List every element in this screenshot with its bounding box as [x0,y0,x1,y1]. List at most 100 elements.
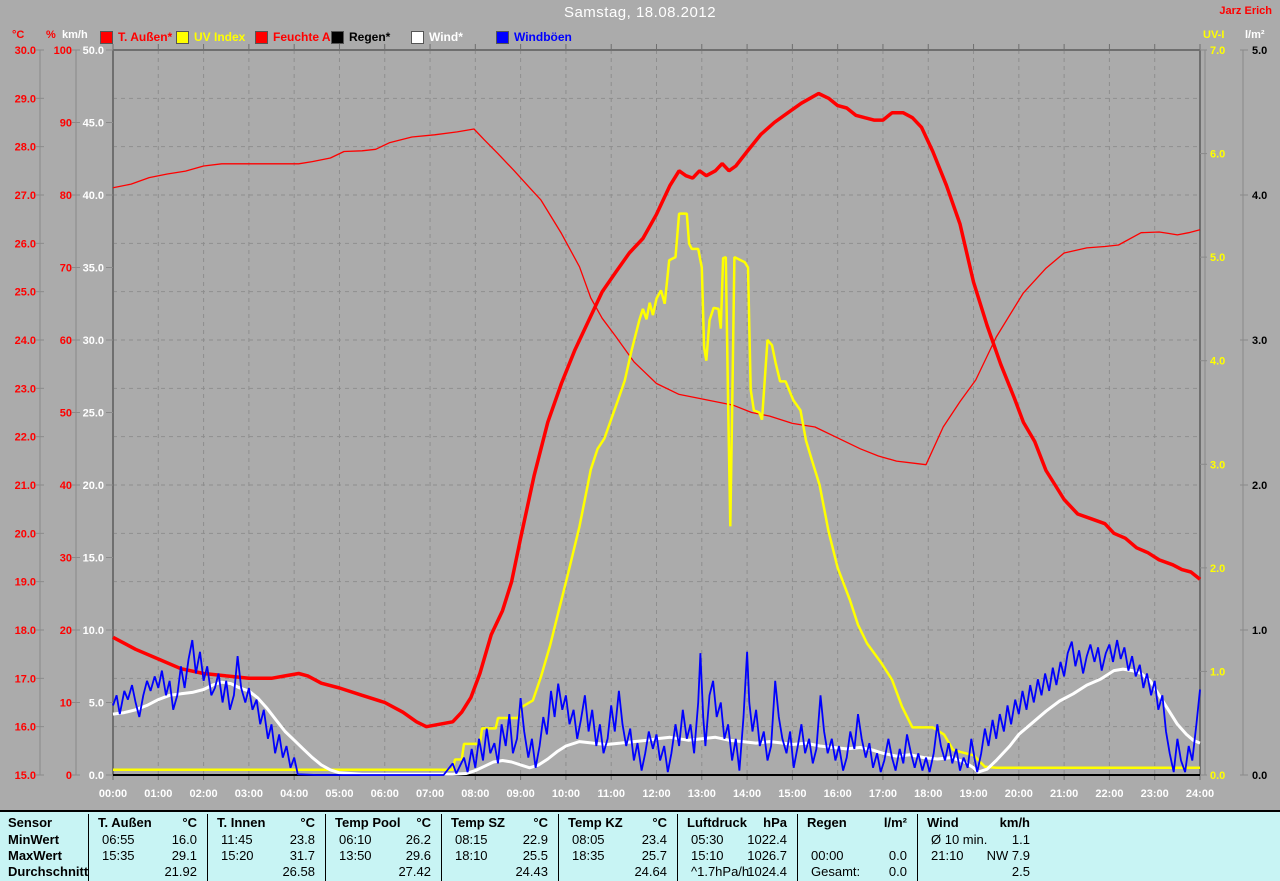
table-cell-value: 23.4 [641,832,667,847]
table-cell-value: 1026.7 [747,848,787,863]
table-cell-value: 0.0 [888,848,907,863]
axis-tick-label: 15.0 [15,770,36,782]
axis-tick-label: 25.0 [83,408,104,420]
legend-item: UV Index [176,30,245,44]
table-separator [797,814,798,881]
axis-unit-label: UV-I [1203,29,1225,41]
table-cell-value: 26.2 [405,832,431,847]
series-uv-index [113,212,1200,772]
table-cell-time: 00:00 [811,848,844,863]
table-sensor-name: Temp KZ [568,815,623,830]
table-sensor-name: Regen [807,815,847,830]
x-axis-label: 04:00 [280,788,308,800]
table-sensor-name: Temp Pool [335,815,401,830]
x-axis-label: 19:00 [959,788,987,800]
table-sensor-unit: °C [416,815,431,830]
axis-tick-label: 29.0 [15,93,36,105]
table-cell-time: 15:35 [102,848,135,863]
legend-item-label: UV Index [194,30,246,44]
table-cell-time: 11:45 [221,832,253,847]
axis-tick-label: 0.0 [1210,770,1225,782]
axis-tick-label: 20.0 [83,480,104,492]
table-cell-time: 18:10 [455,848,488,863]
legend-item: Regen* [331,30,390,44]
axis-tick-label: 3.0 [1210,459,1225,471]
series-wind [112,667,1201,776]
axis-tick-label: 60 [60,335,72,347]
axis-tick-label: 50.0 [83,45,104,57]
table-cell-time: 08:15 [455,832,488,847]
table-cell-value: 1022.4 [747,832,787,847]
legend-item-label: T. Außen* [118,30,173,44]
x-axis-label: 13:00 [688,788,716,800]
table-separator [917,814,918,881]
axis-tick-label: 80 [60,190,72,202]
axis-tick-label: 1.0 [1210,666,1225,678]
table-row-label: MinWert [8,832,60,847]
axis-tick-label: 4.0 [1210,356,1225,368]
table-row-label: Sensor [8,815,53,830]
x-axis-label: 12:00 [642,788,670,800]
series-t-au-en [112,91,1202,729]
table-sensor-unit: hPa [763,815,787,830]
legend-swatch-icon [331,30,344,44]
legend-item-label: Windböen [514,30,572,44]
axis-tick-label: 5.0 [1210,252,1225,264]
axis-tick-label: 0.0 [89,770,104,782]
x-axis-label: 07:00 [416,788,444,800]
x-axis-label: 00:00 [99,788,127,800]
axis-tick-label: 1.0 [1252,625,1267,637]
axis-tick-label: 18.0 [15,625,36,637]
table-sensor-unit: l/m² [883,815,907,830]
axis-tick-label: 24.0 [15,335,36,347]
table-sensor-name: Temp SZ [451,815,505,830]
axis-tick-label: 16.0 [15,722,36,734]
table-cell-value: 23.8 [289,832,315,847]
axis-tick-label: 26.0 [15,238,36,250]
axis-unit-label: % [46,29,56,41]
x-axis-label: 22:00 [1095,788,1123,800]
axis-tick-label: 6.0 [1210,149,1225,161]
table-cell-time: 05:30 [691,832,724,847]
table-sensor-name: T. Außen [98,815,152,830]
legend-swatch-icon [411,30,424,44]
axis-tick-label: 100 [54,45,72,57]
axis-tick-label: 0 [66,770,72,782]
table-sensor-name: T. Innen [217,815,266,830]
axis-tick-label: 70 [60,263,72,275]
x-axis-label: 09:00 [507,788,535,800]
axis-tick-label: 45.0 [83,118,104,130]
table-cell-value: 16.0 [171,832,197,847]
table-cell-time: 13:50 [339,848,372,863]
table-cell-time: 21:10 [931,848,964,863]
statistics-table: Sensor MinWert MaxWert Durchschnitt T. Außen… [0,810,1280,881]
x-axis-label: 01:00 [144,788,172,800]
axis-tick-label: 10.0 [83,625,104,637]
table-separator [325,814,326,881]
x-axis-label: 23:00 [1141,788,1169,800]
table-sensor-unit: °C [533,815,548,830]
x-axis-label: 18:00 [914,788,942,800]
table-cell-value: 29.6 [405,848,431,863]
legend-swatch-icon [255,30,268,44]
table-cell-value: 22.9 [522,832,548,847]
x-axis-label: 03:00 [235,788,263,800]
table-cell-value: 26.58 [282,864,315,879]
table-row-label: Durchschnitt [8,864,89,879]
axis-tick-label: 5.0 [1252,45,1267,57]
x-axis-label: 16:00 [824,788,852,800]
series-feuchte-a- [112,128,1201,466]
table-cell-time: 15:10 [691,848,724,863]
table-cell-value: 25.7 [641,848,667,863]
axis-tick-label: 2.0 [1252,480,1267,492]
table-cell-value: 2.5 [1011,864,1030,879]
axis-tick-label: 0.0 [1252,770,1267,782]
axis-tick-label: 35.0 [83,263,104,275]
x-axis-label: 10:00 [552,788,580,800]
table-separator [677,814,678,881]
series-windb-en [112,639,1201,776]
author-label: Jarz Erich [1219,5,1272,17]
table-sensor-unit: km/h [999,815,1030,830]
axis-unit-label: km/h [62,29,88,41]
table-sensor-name: Luftdruck [687,815,747,830]
